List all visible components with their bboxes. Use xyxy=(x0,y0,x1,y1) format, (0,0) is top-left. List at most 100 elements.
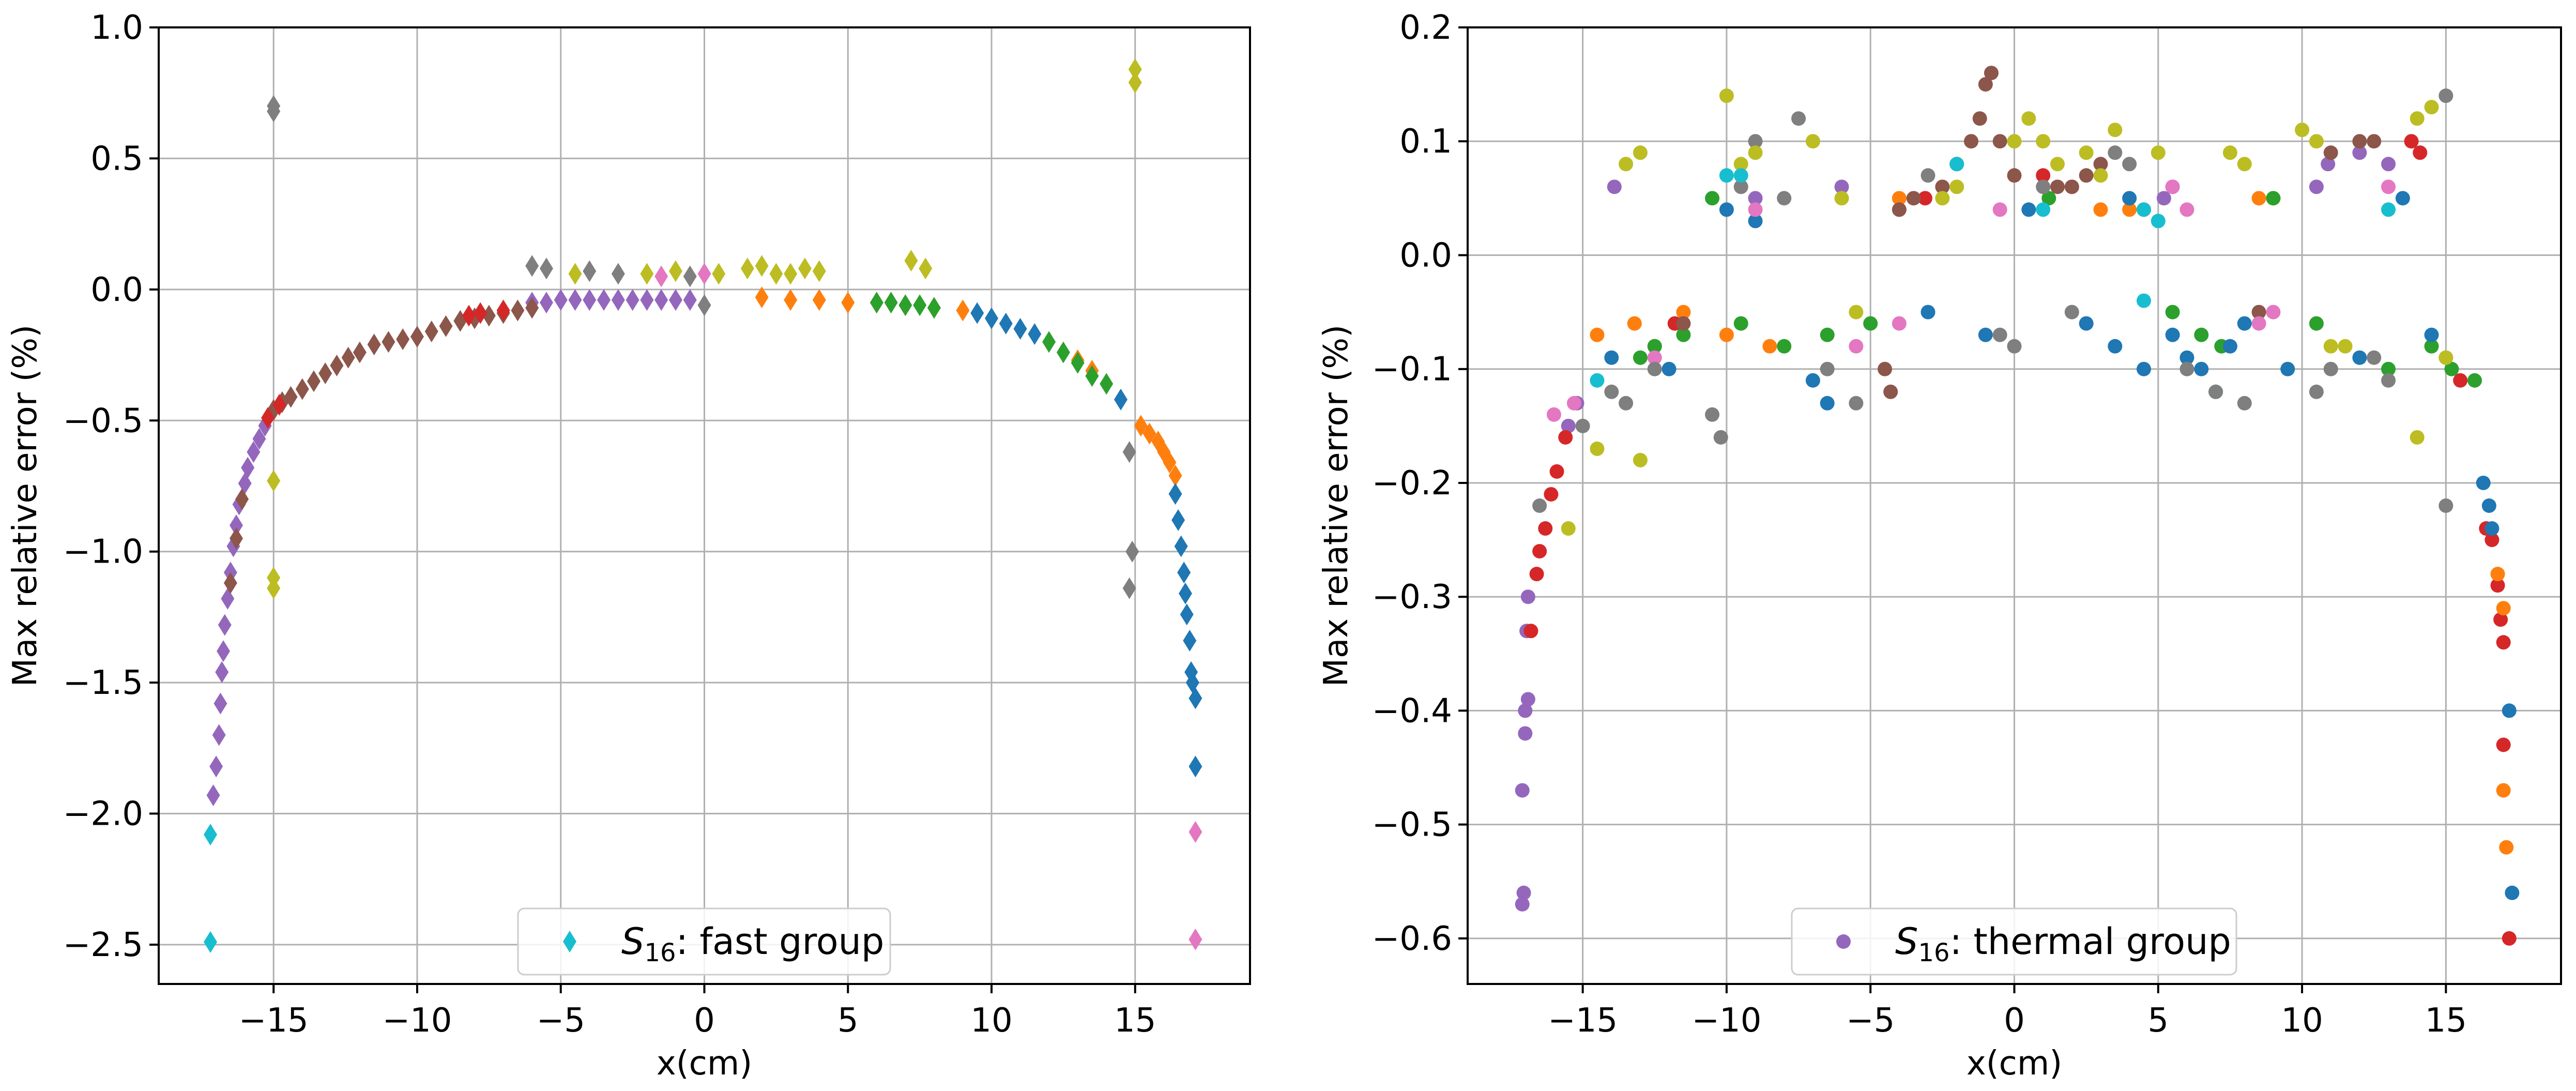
chart-right-xlabel: x(cm) xyxy=(1967,1044,2062,1083)
chart-left-legend-label: S16: fast group xyxy=(621,920,884,967)
chart-right-point-s4-24 xyxy=(2481,498,2496,513)
chart-right-point-s4-25 xyxy=(2484,521,2499,536)
chart-right-point-s7-22 xyxy=(2237,396,2252,411)
chart-left-point-s8-1 xyxy=(884,292,898,314)
chart-right-point-s4-20 xyxy=(2352,350,2367,365)
chart-right-point-s3-4 xyxy=(1733,316,1748,331)
chart-right-point-s7-24 xyxy=(2323,361,2338,376)
chart-left-point-s0-14 xyxy=(247,441,261,463)
chart-right-point-s5-13 xyxy=(2050,179,2065,194)
chart-right-point-s4-18 xyxy=(2237,316,2252,331)
chart-right-point-s8-23 xyxy=(2295,123,2310,138)
chart-left-point-s2-11 xyxy=(353,341,367,363)
chart-right-point-s4-9 xyxy=(2079,316,2094,331)
chart-left-point-s2-17 xyxy=(439,315,453,337)
chart-left-point-s9-11 xyxy=(1180,603,1194,626)
chart-right-point-s3-11 xyxy=(2194,327,2209,342)
chart-left-xtick-label-3: 0 xyxy=(694,1002,715,1040)
chart-right-point-s4-1 xyxy=(1662,361,1676,376)
chart-left-legend-marker xyxy=(563,931,576,952)
chart-left-point-s3-3 xyxy=(474,302,487,324)
chart-right-point-s8-2 xyxy=(1633,452,1648,467)
chart-right-point-s7-6 xyxy=(1713,430,1728,445)
chart-left-point-s1-0 xyxy=(203,824,217,846)
chart-right-point-s3-17 xyxy=(2444,361,2459,376)
chart-left-point-s9-7 xyxy=(1171,509,1185,531)
chart-left-point-s8-0 xyxy=(870,292,883,314)
chart-left-point-s4-13 xyxy=(904,250,918,272)
chart-right-point-s4-5 xyxy=(1820,396,1835,411)
chart-right-point-s7-25 xyxy=(2367,350,2382,365)
chart-left-point-s4-4 xyxy=(640,263,654,285)
chart-right-point-s0-3 xyxy=(1518,726,1533,741)
chart-right-point-s2-10 xyxy=(2490,567,2505,582)
chart-left-point-s8-6 xyxy=(1056,341,1070,363)
chart-left-point-s0-22 xyxy=(626,289,639,311)
chart-left-point-s0-5 xyxy=(216,640,230,662)
chart-right-xtick-label-4: 5 xyxy=(2147,1002,2169,1040)
chart-right-point-s9-0 xyxy=(1590,373,1605,388)
chart-right-point-s4-21 xyxy=(2395,191,2410,206)
chart-right-ytick-label-5: −0.3 xyxy=(1372,578,1452,616)
chart-right-point-s5-3 xyxy=(1892,202,1907,217)
chart-left-point-s6-0 xyxy=(654,265,668,287)
chart-left-point-s5-5 xyxy=(611,263,625,285)
chart-right-legend-label: S16: thermal group xyxy=(1895,920,2231,967)
chart-right-point-s1-12 xyxy=(2413,145,2428,160)
chart-right-point-s8-12 xyxy=(1949,179,1964,194)
chart-right-point-s8-29 xyxy=(2410,430,2425,445)
chart-left-point-s7-10 xyxy=(1134,415,1148,437)
chart-right-point-s7-5 xyxy=(1705,407,1720,422)
chart-right-point-s5-9 xyxy=(1978,77,1993,92)
chart-right-point-s2-2 xyxy=(1676,305,1691,320)
chart-left-point-s4-3 xyxy=(568,263,582,285)
chart-left-point-s2-8 xyxy=(318,362,332,385)
chart-right-point-s4-23 xyxy=(2476,475,2491,490)
chart-right-point-s0-7 xyxy=(1520,589,1535,604)
chart-right-point-s6-4 xyxy=(1849,339,1864,354)
left-panel-fast-group: −15 −10 −5 0 5 10 15 1.0 0.5 0.0 −0.5 −1.0 −1.5 −2.0 −… xyxy=(6,9,1251,1083)
chart-left-point-s4-11 xyxy=(798,257,812,280)
chart-right-point-s8-13 xyxy=(2007,134,2022,149)
chart-right-legend: S16: thermal group xyxy=(1791,907,2237,976)
chart-left-point-s5-6 xyxy=(683,265,697,287)
chart-right-point-s4-4 xyxy=(1805,373,1820,388)
chart-right-point-s7-4 xyxy=(1647,361,1662,376)
chart-right-point-s0-4 xyxy=(1518,703,1533,718)
chart-right-point-s9-3 xyxy=(1949,157,1964,172)
chart-right-point-s1-11 xyxy=(2404,134,2419,149)
chart-right-point-s3-6 xyxy=(1820,327,1835,342)
chart-left-point-s0-21 xyxy=(611,289,625,311)
chart-right-point-s5-7 xyxy=(1964,134,1979,149)
chart-left-points xyxy=(203,58,1202,953)
chart-right-point-s5-16 xyxy=(2093,157,2108,172)
chart-right-point-s5-8 xyxy=(1972,111,1987,126)
chart-right-point-s4-15 xyxy=(2194,361,2209,376)
chart-left-point-s9-3 xyxy=(1013,317,1027,340)
chart-right-ylabel: Max relative error (%) xyxy=(1317,325,1355,687)
chart-left-point-s6-2 xyxy=(1188,821,1202,843)
chart-right-point-s1-2 xyxy=(1532,544,1547,559)
chart-right-point-s5-17 xyxy=(2251,305,2266,320)
chart-right-point-s1-16 xyxy=(2490,578,2505,593)
chart-left-point-s2-6 xyxy=(295,378,309,400)
chart-right-point-s8-10 xyxy=(1849,305,1864,320)
chart-right-point-s1-13 xyxy=(2453,373,2468,388)
chart-right-point-s7-3 xyxy=(1619,396,1634,411)
chart-right-xtick-label-5: 10 xyxy=(2281,1002,2323,1040)
chart-left-point-s4-9 xyxy=(769,263,783,285)
chart-right-point-s6-9 xyxy=(2251,316,2266,331)
chart-right-point-s8-24 xyxy=(2309,134,2324,149)
chart-left-point-s8-8 xyxy=(1085,365,1099,387)
chart-left-point-s3-4 xyxy=(496,299,510,322)
chart-right-point-s3-13 xyxy=(2266,191,2281,206)
chart-right-point-s7-8 xyxy=(1748,134,1763,149)
chart-right-point-s7-28 xyxy=(2438,88,2453,103)
chart-right-point-s3-7 xyxy=(1863,316,1878,331)
chart-right-ytick-label-0: 0.2 xyxy=(1399,9,1452,47)
chart-right-point-s9-8 xyxy=(2381,202,2396,217)
chart-right-point-s9-5 xyxy=(2136,202,2151,217)
chart-left-point-s9-16 xyxy=(1188,755,1202,778)
chart-right-xtick-label-6: 15 xyxy=(2425,1002,2467,1040)
chart-left-point-s0-7 xyxy=(221,587,235,610)
